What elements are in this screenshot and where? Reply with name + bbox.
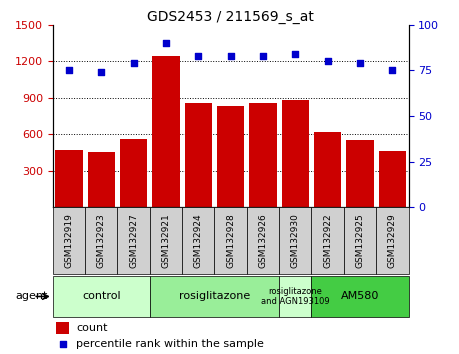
Bar (53, 207, 85, 274)
Point (98, 69, 105, 75)
Bar (312, 207, 344, 274)
Bar (152, 56, 180, 207)
Text: GSM132921: GSM132921 (162, 213, 170, 268)
Bar (344, 207, 376, 274)
Point (356, 60, 364, 66)
Text: GSM132928: GSM132928 (226, 213, 235, 268)
Bar (85, 207, 118, 274)
Bar (376, 207, 409, 274)
Bar (214, 207, 247, 274)
Bar (312, 276, 409, 317)
Text: GSM132927: GSM132927 (129, 213, 138, 268)
Bar (53, 276, 150, 317)
Bar (281, 100, 309, 207)
Point (195, 53, 202, 59)
Text: GSM132922: GSM132922 (323, 213, 332, 268)
Text: agent: agent (16, 291, 48, 302)
Point (130, 60, 137, 66)
Text: GSM132926: GSM132926 (258, 213, 268, 268)
Text: GSM132924: GSM132924 (194, 213, 203, 268)
Text: GSM132925: GSM132925 (356, 213, 364, 268)
Bar (88, 153, 115, 207)
Text: rosiglitazone: rosiglitazone (179, 291, 250, 302)
Text: GSM132923: GSM132923 (97, 213, 106, 268)
Bar (279, 207, 312, 274)
Bar (118, 207, 150, 274)
Bar (279, 276, 312, 317)
Title: GDS2453 / 211569_s_at: GDS2453 / 211569_s_at (147, 10, 314, 24)
Bar (56, 322, 69, 334)
Text: GSM132919: GSM132919 (64, 213, 73, 268)
Text: AM580: AM580 (341, 291, 379, 302)
Bar (185, 103, 212, 207)
Bar (120, 139, 147, 207)
Point (291, 51, 299, 57)
Text: percentile rank within the sample: percentile rank within the sample (76, 339, 264, 349)
Point (162, 40, 170, 46)
Text: GSM132929: GSM132929 (388, 213, 397, 268)
Bar (249, 103, 277, 207)
Text: count: count (76, 323, 107, 333)
Text: GSM132930: GSM132930 (291, 213, 300, 268)
Point (65, 68, 73, 73)
Point (227, 53, 235, 59)
Point (389, 68, 396, 73)
Bar (379, 151, 406, 207)
Bar (346, 140, 374, 207)
Bar (55, 150, 83, 207)
Point (259, 53, 267, 59)
Point (324, 58, 331, 64)
Text: rosiglitazone
and AGN193109: rosiglitazone and AGN193109 (261, 287, 330, 306)
Bar (150, 276, 279, 317)
Bar (314, 132, 341, 207)
Point (59, 341, 67, 347)
Bar (217, 106, 244, 207)
Bar (150, 207, 182, 274)
Bar (182, 207, 214, 274)
Bar (247, 207, 279, 274)
Text: control: control (82, 291, 121, 302)
